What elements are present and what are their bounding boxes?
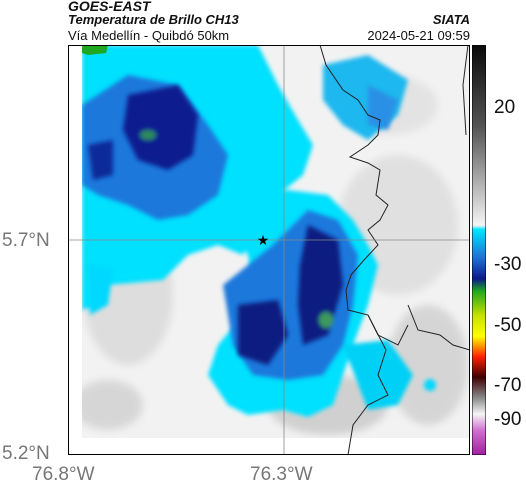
region-subtitle: Vía Medellín - Quibdó 50km — [68, 28, 230, 43]
lat-tick-5-2: 5.2°N — [2, 443, 50, 464]
colorbar-tick-m70: -70 — [494, 375, 522, 396]
nodata-left — [68, 45, 82, 455]
coldest-patch — [82, 45, 108, 55]
lon-tick-76-3: 76.3°W — [250, 464, 313, 485]
lat-tick-5-7: 5.7°N — [2, 230, 50, 251]
colorbar-tick-m90: -90 — [494, 409, 522, 430]
colorbar-tick-m30: -30 — [494, 254, 522, 275]
satellite-map: ★ — [68, 45, 470, 455]
lon-tick-76-8: 76.8°W — [32, 464, 95, 485]
colorbar-tick-m50: -50 — [494, 315, 522, 336]
nodata-bottom — [68, 438, 470, 455]
cloud-core-layer — [88, 85, 343, 365]
colorbar — [472, 45, 486, 455]
product-title: Temperatura de Brillo CH13 — [68, 12, 239, 27]
map-frame — [68, 45, 470, 455]
boundaries — [319, 45, 470, 455]
star-icon: ★ — [257, 232, 270, 248]
gridlines — [68, 45, 470, 455]
source-label: SIATA — [432, 12, 470, 27]
datetime-label: 2024-05-21 09:59 — [367, 28, 470, 43]
satellite-title: GOES-EAST — [68, 0, 151, 14]
colorbar-tick-20: 20 — [494, 97, 516, 118]
